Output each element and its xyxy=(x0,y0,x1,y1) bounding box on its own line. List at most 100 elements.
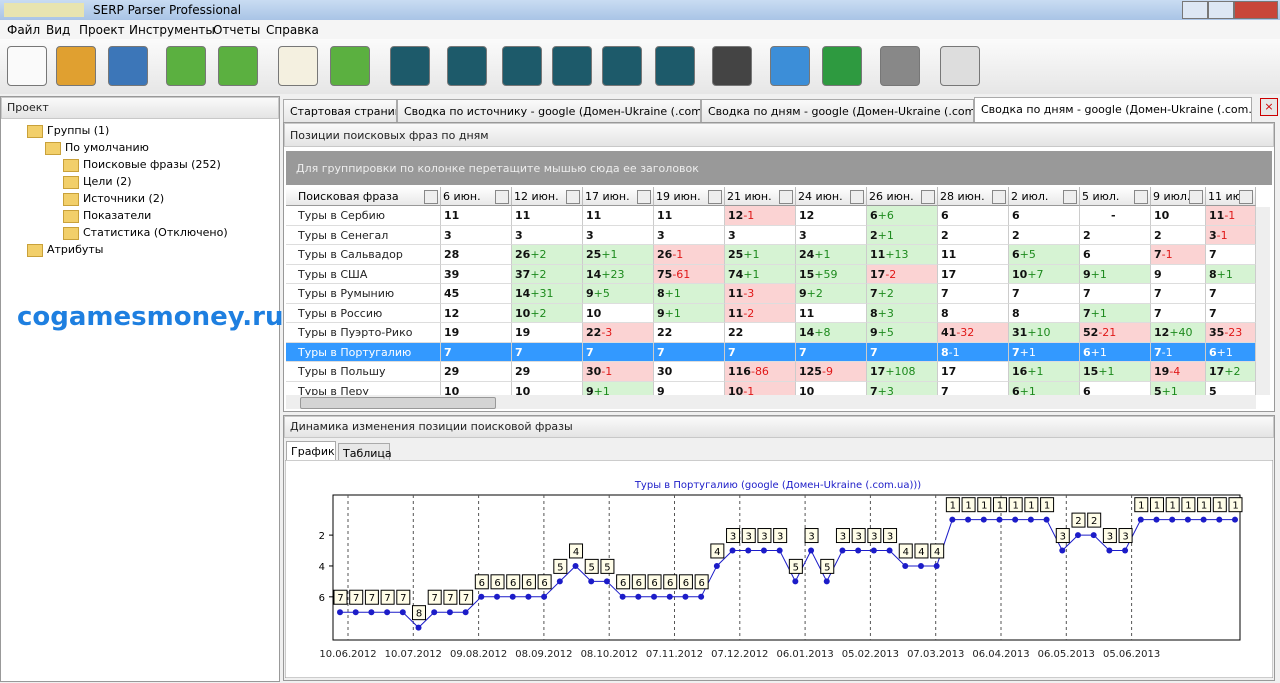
grid-cell[interactable]: 7+3 xyxy=(867,382,938,396)
grid-cell[interactable]: 6 xyxy=(1080,245,1151,265)
toolbar-button[interactable] xyxy=(602,46,642,86)
tree-item[interactable]: Атрибуты xyxy=(47,243,103,256)
grid-cell[interactable]: 7 xyxy=(796,343,867,363)
vertical-scrollbar[interactable] xyxy=(1256,207,1270,395)
grid-cell[interactable]: 11 xyxy=(796,304,867,324)
close-button[interactable] xyxy=(1234,1,1278,19)
grid-cell[interactable]: 3 xyxy=(441,226,512,246)
filter-button[interactable] xyxy=(1063,190,1077,204)
grid-cell[interactable]: 11-2 xyxy=(725,304,796,324)
grid-cell[interactable]: 7+1 xyxy=(1080,304,1151,324)
grid-cell[interactable]: 7 xyxy=(938,284,1009,304)
column-header[interactable]: 11 июл. xyxy=(1206,187,1256,206)
grid-cell[interactable]: 8-1 xyxy=(938,343,1009,363)
grid-cell[interactable]: 2 xyxy=(1080,226,1151,246)
tree-item[interactable]: Группы (1) xyxy=(47,124,109,137)
close-tab-button[interactable]: × xyxy=(1260,98,1278,116)
grid-cell[interactable]: 7 xyxy=(1080,284,1151,304)
grid-cell[interactable]: 10 xyxy=(512,382,583,396)
grid-cell[interactable]: 24+1 xyxy=(796,245,867,265)
grid-cell[interactable]: 2+1 xyxy=(867,226,938,246)
column-header[interactable]: 12 июн. xyxy=(512,187,583,206)
grid-cell[interactable]: 9+1 xyxy=(583,382,654,396)
toolbar-button[interactable] xyxy=(502,46,542,86)
column-header[interactable]: 28 июн. xyxy=(938,187,1009,206)
filter-button[interactable] xyxy=(637,190,651,204)
grid-cell[interactable]: 3 xyxy=(512,226,583,246)
toolbar-button[interactable] xyxy=(552,46,592,86)
grid-cell[interactable]: 7 xyxy=(1206,284,1256,304)
filter-button[interactable] xyxy=(921,190,935,204)
filter-button[interactable] xyxy=(1239,190,1253,204)
grid-cell[interactable]: - xyxy=(1080,206,1151,226)
grid-cell[interactable]: 8 xyxy=(1009,304,1080,324)
grid-cell[interactable]: 9 xyxy=(1151,265,1206,285)
grid-cell[interactable]: 11-1 xyxy=(1206,206,1256,226)
grid-cell[interactable]: 9+5 xyxy=(583,284,654,304)
grid-cell[interactable]: 2 xyxy=(1151,226,1206,246)
grid-cell[interactable]: 6+6 xyxy=(867,206,938,226)
maximize-button[interactable] xyxy=(1208,1,1234,19)
grid-cell[interactable]: 6 xyxy=(1009,206,1080,226)
grid-cell[interactable]: 2 xyxy=(1009,226,1080,246)
grid-cell[interactable]: 22 xyxy=(725,323,796,343)
document-tab[interactable]: Стартовая страница xyxy=(283,99,397,122)
minimize-button[interactable] xyxy=(1182,1,1208,19)
row-phrase[interactable]: Туры в США xyxy=(286,265,441,285)
grid-cell[interactable]: 3-1 xyxy=(1206,226,1256,246)
grid-cell[interactable]: 8+1 xyxy=(1206,265,1256,285)
toolbar-button[interactable] xyxy=(330,46,370,86)
grid-cell[interactable]: 10 xyxy=(1151,206,1206,226)
grid-cell[interactable]: 116-86 xyxy=(725,362,796,382)
filter-button[interactable] xyxy=(1189,190,1203,204)
document-tab[interactable]: Сводка по источнику - google (Домен-Ukra… xyxy=(397,99,701,122)
grid-cell[interactable]: 41-32 xyxy=(938,323,1009,343)
document-tab[interactable]: Сводка по дням - google (Домен-Ukraine (… xyxy=(701,99,974,122)
toolbar-button[interactable] xyxy=(7,46,47,86)
grid-cell[interactable]: 15+59 xyxy=(796,265,867,285)
grid-cell[interactable]: 30 xyxy=(654,362,725,382)
grid-cell[interactable]: 22 xyxy=(654,323,725,343)
grid-cell[interactable]: 29 xyxy=(512,362,583,382)
scroll-thumb[interactable] xyxy=(300,397,496,409)
grid-cell[interactable]: 7 xyxy=(1206,245,1256,265)
grid-cell[interactable]: 25+1 xyxy=(583,245,654,265)
grid-cell[interactable]: 14+23 xyxy=(583,265,654,285)
filter-button[interactable] xyxy=(708,190,722,204)
column-header[interactable]: 26 июн. xyxy=(867,187,938,206)
filter-button[interactable] xyxy=(495,190,509,204)
column-header[interactable]: 6 июн. xyxy=(441,187,512,206)
grid-cell[interactable]: 26+2 xyxy=(512,245,583,265)
grid-cell[interactable]: 7 xyxy=(725,343,796,363)
menu-item[interactable]: Проект xyxy=(79,23,125,37)
grid-cell[interactable]: 22-3 xyxy=(583,323,654,343)
grid-cell[interactable]: 7 xyxy=(654,343,725,363)
grid-cell[interactable]: 37+2 xyxy=(512,265,583,285)
grid-cell[interactable]: 11 xyxy=(654,206,725,226)
grid-cell[interactable]: 28 xyxy=(441,245,512,265)
tree-item[interactable]: Источники (2) xyxy=(83,192,164,205)
grid-cell[interactable]: 7 xyxy=(1009,284,1080,304)
grid-cell[interactable]: 10 xyxy=(583,304,654,324)
grid-cell[interactable]: 9 xyxy=(654,382,725,396)
grid-cell[interactable]: 17 xyxy=(938,362,1009,382)
tree-item[interactable]: Поисковые фразы (252) xyxy=(83,158,221,171)
menu-item[interactable]: Справка xyxy=(266,23,319,37)
toolbar-button[interactable] xyxy=(390,46,430,86)
filter-button[interactable] xyxy=(992,190,1006,204)
grid-cell[interactable]: 7 xyxy=(867,343,938,363)
grid-cell[interactable]: 29 xyxy=(441,362,512,382)
row-phrase[interactable]: Туры в Россию xyxy=(286,304,441,324)
filter-button[interactable] xyxy=(424,190,438,204)
filter-button[interactable] xyxy=(779,190,793,204)
grid-cell[interactable]: 17 xyxy=(938,265,1009,285)
tree-item[interactable]: По умолчанию xyxy=(65,141,149,154)
grid-cell[interactable]: 12 xyxy=(796,206,867,226)
menu-item[interactable]: Вид xyxy=(46,23,70,37)
grid-cell[interactable]: 2 xyxy=(938,226,1009,246)
tree-item[interactable]: Показатели xyxy=(83,209,151,222)
filter-button[interactable] xyxy=(850,190,864,204)
grid-cell[interactable]: 17+2 xyxy=(1206,362,1256,382)
grid-cell[interactable]: 7 xyxy=(1206,304,1256,324)
grid-cell[interactable]: 45 xyxy=(441,284,512,304)
